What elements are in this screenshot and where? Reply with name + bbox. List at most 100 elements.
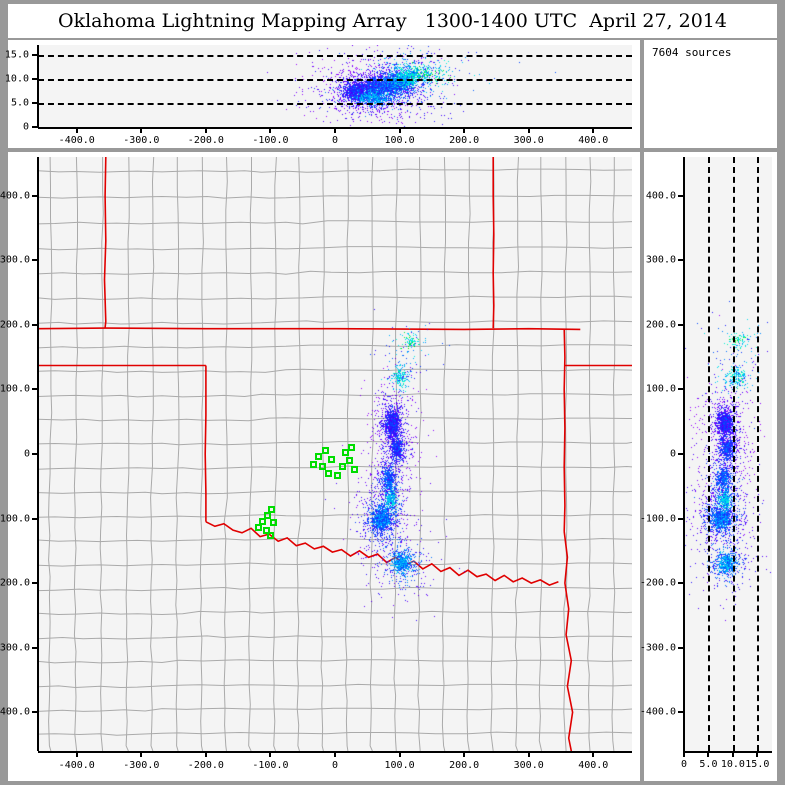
x-tick-label: -400.0	[58, 760, 95, 771]
lma-station-marker	[269, 518, 277, 526]
y-tick-label: 200.0	[0, 319, 30, 331]
y-tick	[32, 711, 38, 714]
x-axis-line	[684, 751, 772, 753]
y-tick-label: -400.0	[639, 706, 676, 718]
x-tick	[398, 751, 401, 757]
lma-station-marker	[322, 446, 330, 454]
y-tick	[32, 582, 38, 585]
x-tick	[683, 751, 685, 757]
y-tick-label: -200.0	[639, 577, 676, 589]
gridline-altitude	[757, 157, 760, 751]
plan-view-map-plot	[38, 157, 632, 751]
y-tick	[678, 388, 684, 391]
y-tick-label: -400.0	[0, 706, 30, 718]
y-tick-label: 400.0	[645, 190, 676, 202]
y-tick-label: -300.0	[639, 642, 676, 654]
lma-station-marker	[264, 512, 272, 520]
lma-station-marker	[318, 463, 326, 471]
x-tick-label: -300.0	[123, 135, 160, 146]
gridline-altitude	[708, 157, 711, 751]
y-tick	[32, 517, 38, 520]
y-tick	[678, 582, 684, 585]
altitude-vs-east-west-plot	[38, 45, 632, 127]
lma-station-marker	[348, 444, 356, 452]
source-count-label: 7604 sources	[652, 46, 732, 59]
x-tick	[398, 127, 401, 133]
gridline-altitude	[38, 78, 632, 81]
y-tick	[32, 53, 38, 56]
y-tick-label: -300.0	[0, 642, 30, 654]
lma-station-marker	[334, 472, 342, 480]
lma-station-marker	[259, 517, 267, 525]
y-tick	[678, 711, 684, 714]
y-tick	[32, 194, 38, 197]
lma-station-marker	[341, 449, 349, 457]
lma-station-marker	[314, 453, 322, 461]
y-tick-label: -100.0	[0, 513, 30, 525]
y-tick	[678, 194, 684, 197]
plan-view-map-panel: -400.0 -300.0 -200.0 -100.0 0 100.0 200.0 300.0…	[0, 152, 640, 781]
x-tick-label: -200.0	[187, 760, 224, 771]
x-tick	[463, 127, 466, 133]
y-tick	[678, 453, 684, 455]
y-tick	[32, 126, 38, 128]
lma-station-marker	[345, 456, 353, 464]
north-south-vs-altitude-plot	[684, 157, 772, 751]
x-tick-label: 0	[331, 135, 339, 146]
altitude-vs-east-west-panel: 0 5.0 10.0 15.0 -400.0 -300.0 -200.0 -100.0 0 100…	[4, 40, 640, 148]
y-tick-label: 15.0	[4, 49, 29, 61]
gridline-altitude	[38, 54, 632, 57]
y-tick-label: 200.0	[645, 319, 676, 331]
y-tick-label: 400.0	[0, 190, 30, 202]
y-tick	[32, 77, 38, 80]
gridline-altitude	[38, 102, 632, 105]
lma-station-marker	[350, 465, 358, 473]
y-tick	[678, 517, 684, 520]
x-tick	[527, 127, 530, 133]
lma-station-marker	[325, 469, 333, 477]
x-tick-label: 10.0	[720, 759, 745, 770]
x-tick	[140, 751, 143, 757]
x-tick	[592, 127, 595, 133]
x-tick-label: -300.0	[123, 760, 160, 771]
x-tick-label: 200.0	[449, 760, 480, 771]
y-tick-label: 100.0	[645, 383, 676, 395]
y-tick	[32, 453, 38, 455]
x-tick	[731, 751, 734, 757]
lma-station-marker	[327, 455, 335, 463]
y-tick	[32, 388, 38, 391]
y-tick	[32, 101, 38, 104]
title-bar: Oklahoma Lightning Mapping Array 1300-14…	[8, 4, 777, 38]
y-tick-label: -100.0	[639, 513, 676, 525]
x-tick-label: 15.0	[745, 759, 770, 770]
lma-station-marker	[268, 506, 276, 514]
page-title: Oklahoma Lightning Mapping Array 1300-14…	[58, 10, 727, 32]
y-axis-line	[37, 157, 39, 751]
y-tick	[32, 259, 38, 262]
y-tick-label: 100.0	[0, 383, 30, 395]
x-tick-label: 400.0	[578, 135, 609, 146]
source-count-panel: 7604 sources	[644, 40, 777, 148]
y-tick	[678, 323, 684, 326]
y-tick	[678, 646, 684, 649]
x-tick-label: 100.0	[384, 760, 415, 771]
y-tick-label: 10.0	[4, 73, 29, 85]
x-tick	[592, 751, 595, 757]
x-tick	[527, 751, 530, 757]
y-tick-label: 0	[23, 448, 30, 460]
lma-station-marker	[255, 524, 263, 532]
lma-station-marker	[339, 463, 347, 471]
x-tick-label: -200.0	[187, 135, 224, 146]
x-tick	[269, 127, 272, 133]
x-tick-label: 100.0	[384, 135, 415, 146]
x-tick	[463, 751, 466, 757]
y-tick-label: 5.0	[10, 97, 29, 109]
x-tick	[334, 751, 336, 757]
north-south-vs-altitude-panel: -400.0 -300.0 -200.0 -100.0 0 100.0 200.0 300.0…	[640, 152, 777, 781]
x-tick-label: 200.0	[449, 135, 480, 146]
x-tick	[756, 751, 759, 757]
y-tick-label: 0	[669, 448, 676, 460]
x-tick	[75, 751, 78, 757]
y-axis-line	[683, 157, 685, 751]
x-tick-label: -100.0	[252, 135, 289, 146]
